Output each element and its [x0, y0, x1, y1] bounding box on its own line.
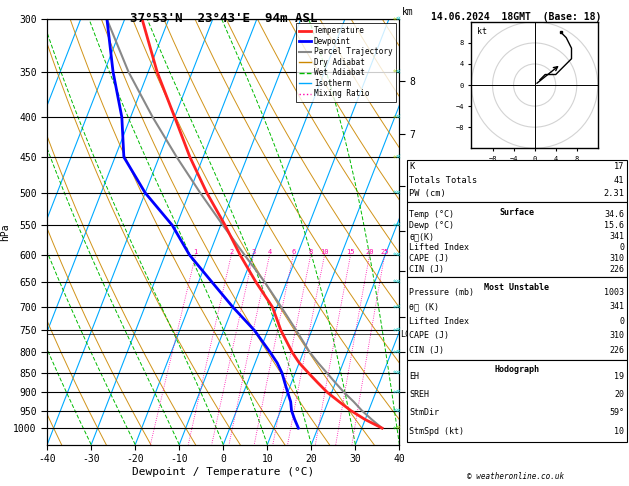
Text: «: « — [395, 15, 400, 24]
Text: LCL: LCL — [400, 330, 415, 339]
Text: «: « — [393, 349, 397, 355]
Text: km: km — [402, 7, 414, 17]
Text: 226: 226 — [610, 265, 625, 274]
Text: 341: 341 — [610, 232, 625, 242]
Text: «: « — [395, 113, 400, 122]
Text: «: « — [395, 388, 400, 397]
Bar — [407, 277, 626, 360]
Text: «: « — [395, 221, 400, 230]
Text: 8: 8 — [309, 249, 313, 255]
Text: StmSpd (kt): StmSpd (kt) — [409, 427, 464, 436]
Y-axis label: hPa: hPa — [1, 223, 11, 241]
Text: «: « — [395, 303, 400, 312]
Text: 1: 1 — [194, 249, 198, 255]
Text: «: « — [393, 279, 397, 285]
Text: 19: 19 — [615, 372, 625, 381]
Text: «: « — [393, 69, 397, 75]
Bar — [407, 160, 626, 202]
Text: SREH: SREH — [409, 390, 430, 399]
Text: kt: kt — [477, 27, 487, 36]
Text: CAPE (J): CAPE (J) — [409, 331, 449, 340]
Text: Lifted Index: Lifted Index — [409, 317, 469, 326]
Text: 341: 341 — [610, 302, 625, 311]
Text: © weatheronline.co.uk: © weatheronline.co.uk — [467, 472, 564, 481]
Text: 10: 10 — [615, 427, 625, 436]
Text: 4: 4 — [267, 249, 272, 255]
Text: «: « — [393, 17, 397, 22]
Text: «: « — [393, 389, 397, 396]
Text: 310: 310 — [610, 254, 625, 263]
Text: 37°53'N  23°43'E  94m ASL: 37°53'N 23°43'E 94m ASL — [130, 12, 317, 25]
Text: 25: 25 — [381, 249, 389, 255]
Text: «: « — [395, 424, 400, 433]
Text: 0: 0 — [620, 317, 625, 326]
Text: θᴄ (K): θᴄ (K) — [409, 302, 439, 311]
Text: «: « — [393, 328, 397, 333]
Text: «: « — [395, 153, 400, 161]
Text: 59°: 59° — [610, 408, 625, 417]
Text: «: « — [393, 370, 397, 376]
Text: 0: 0 — [620, 243, 625, 252]
Text: PW (cm): PW (cm) — [409, 189, 446, 198]
Text: 34.6: 34.6 — [604, 210, 625, 220]
Text: Pressure (mb): Pressure (mb) — [409, 288, 474, 296]
Legend: Temperature, Dewpoint, Parcel Trajectory, Dry Adiabat, Wet Adiabat, Isotherm, Mi: Temperature, Dewpoint, Parcel Trajectory… — [296, 23, 396, 102]
Text: CAPE (J): CAPE (J) — [409, 254, 449, 263]
Text: 15.6: 15.6 — [604, 221, 625, 230]
Bar — [407, 360, 626, 442]
Text: «: « — [395, 189, 400, 197]
Text: 3: 3 — [252, 249, 255, 255]
Text: Lifted Index: Lifted Index — [409, 243, 469, 252]
Text: «: « — [393, 190, 397, 196]
Text: Most Unstable: Most Unstable — [484, 283, 549, 292]
Text: 226: 226 — [610, 346, 625, 355]
Text: 20: 20 — [365, 249, 374, 255]
Y-axis label: Mixing Ratio (g/kg): Mixing Ratio (g/kg) — [450, 185, 459, 279]
Text: «: « — [393, 222, 397, 228]
Text: K: K — [409, 162, 415, 172]
Text: 2.31: 2.31 — [603, 189, 625, 198]
Text: StmDir: StmDir — [409, 408, 439, 417]
Text: CIN (J): CIN (J) — [409, 265, 444, 274]
Text: Surface: Surface — [499, 208, 535, 217]
Text: «: « — [395, 348, 400, 357]
Text: 17: 17 — [614, 162, 625, 172]
Text: «: « — [395, 368, 400, 378]
Text: 20: 20 — [615, 390, 625, 399]
Text: «: « — [393, 154, 397, 160]
Text: EH: EH — [409, 372, 420, 381]
Text: «: « — [393, 304, 397, 310]
Text: «: « — [393, 252, 397, 258]
Text: Hodograph: Hodograph — [494, 365, 540, 375]
Text: «: « — [395, 278, 400, 286]
Text: 6: 6 — [291, 249, 296, 255]
Text: θᴄ(K): θᴄ(K) — [409, 232, 435, 242]
Text: «: « — [393, 425, 397, 431]
Text: 41: 41 — [614, 175, 625, 185]
Text: 310: 310 — [610, 331, 625, 340]
Text: 1003: 1003 — [604, 288, 625, 296]
Text: «: « — [393, 114, 397, 120]
Text: Totals Totals: Totals Totals — [409, 175, 477, 185]
Text: Dewp (°C): Dewp (°C) — [409, 221, 454, 230]
Text: Temp (°C): Temp (°C) — [409, 210, 454, 220]
Text: 14.06.2024  18GMT  (Base: 18): 14.06.2024 18GMT (Base: 18) — [431, 12, 601, 22]
Text: CIN (J): CIN (J) — [409, 346, 444, 355]
Bar — [407, 202, 626, 277]
Text: «: « — [393, 408, 397, 414]
Text: «: « — [395, 326, 400, 335]
Text: 10: 10 — [320, 249, 329, 255]
X-axis label: Dewpoint / Temperature (°C): Dewpoint / Temperature (°C) — [132, 467, 314, 477]
Text: 15: 15 — [347, 249, 355, 255]
Text: «: « — [395, 67, 400, 76]
Text: «: « — [395, 406, 400, 415]
Text: «: « — [395, 250, 400, 259]
Text: 2: 2 — [229, 249, 233, 255]
